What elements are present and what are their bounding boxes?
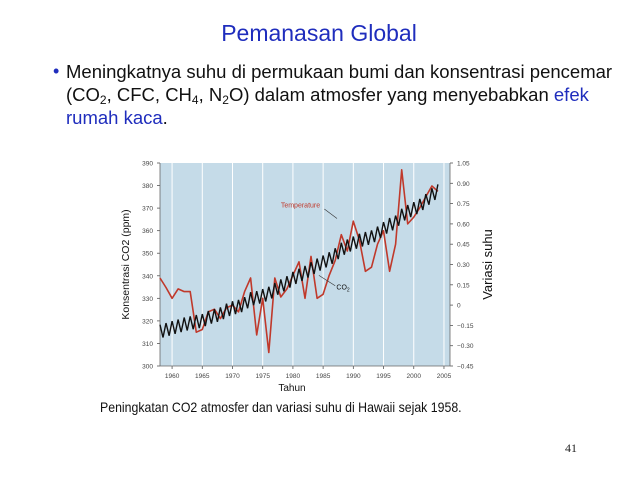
y-right-tick-label: 1.05 xyxy=(457,161,470,168)
chart-caption: Peningkatan CO2 atmosfer dan variasi suh… xyxy=(100,399,462,415)
y-left-tick-label: 320 xyxy=(142,318,153,325)
bullet-segment: . xyxy=(162,107,168,128)
y-right-tick-label: 0.45 xyxy=(457,242,470,249)
y-left-axis-label: Konsentrasi CO2 (ppm) xyxy=(120,209,132,319)
x-tick-label: 1990 xyxy=(346,373,361,380)
y-right-tick-label: −0.30 xyxy=(457,343,474,350)
y-left-tick-label: 360 xyxy=(142,228,153,235)
temperature-series-label: Temperature xyxy=(281,203,320,210)
bullet-segment: , CFC, CH xyxy=(106,84,192,105)
bullet-segment: , N xyxy=(198,84,223,105)
x-tick-label: 1995 xyxy=(376,373,391,380)
y-left-tick-label: 370 xyxy=(142,206,153,213)
temperature-label-leader xyxy=(324,208,338,219)
x-tick-label: 1960 xyxy=(165,373,180,380)
bullet-text: • Meningkatnya suhu di permukaan bumi dan… xyxy=(53,60,626,129)
x-tick-label: 1965 xyxy=(195,373,210,380)
x-tick-label: 1975 xyxy=(255,373,270,380)
x-tick-label: 1980 xyxy=(286,373,301,380)
x-tick-label: 2005 xyxy=(437,373,452,380)
y-left-tick-label: 330 xyxy=(142,296,153,303)
y-right-tick-label: −0.15 xyxy=(457,323,474,330)
x-tick-label: 2000 xyxy=(407,373,422,380)
greenhouse-effect-highlight: efek rumah kaca xyxy=(66,84,589,128)
y-left-tick-label: 350 xyxy=(142,251,153,258)
y-right-tick-label: 0.30 xyxy=(457,262,470,269)
co2-series-label: CO2 xyxy=(336,284,350,293)
bullet-subscript: 2 xyxy=(222,93,229,107)
y-right-tick-label: 0.90 xyxy=(457,181,470,188)
page-number: 41 xyxy=(565,441,577,455)
y-left-tick-label: 310 xyxy=(142,341,153,348)
y-right-tick-label: 0 xyxy=(457,303,461,310)
y-left-tick-label: 340 xyxy=(142,273,153,280)
x-tick-label: 1985 xyxy=(316,373,331,380)
co2-temperature-chart: 1960 1965 1970 1975 1980 1985 1990 1995 2000 2005… xyxy=(120,161,495,395)
y-right-tick-label: −0.45 xyxy=(457,364,474,371)
x-tick-label: 1970 xyxy=(225,373,240,380)
bullet-segment: O) dalam atmosfer yang menyebabkan xyxy=(228,84,554,105)
bullet-segment: Meningkatnya suhu di permukaan bumi dan … xyxy=(66,61,613,105)
y-right-axis-label: Variasi suhu xyxy=(480,229,495,300)
y-right-tick-label: 0.15 xyxy=(457,282,470,289)
y-right-tick-label: 0.75 xyxy=(457,201,470,208)
bullet-subscript: 2 xyxy=(99,93,107,107)
co2-label-subscript: 2 xyxy=(347,287,350,293)
x-axis-label: Tahun xyxy=(278,383,305,394)
co2-label-leader xyxy=(318,275,336,286)
bullet-marker: • xyxy=(53,61,60,81)
y-left-tick-label: 390 xyxy=(142,161,153,168)
y-left-tick-label: 380 xyxy=(142,183,153,190)
y-right-tick-label: 0.60 xyxy=(457,221,470,228)
y-left-tick-label: 300 xyxy=(142,364,153,371)
bullet-subscript: 4 xyxy=(191,93,199,107)
slide-title: Pemanasan Global xyxy=(221,20,417,46)
plot-background xyxy=(160,163,450,366)
co2-series-line xyxy=(159,184,439,338)
